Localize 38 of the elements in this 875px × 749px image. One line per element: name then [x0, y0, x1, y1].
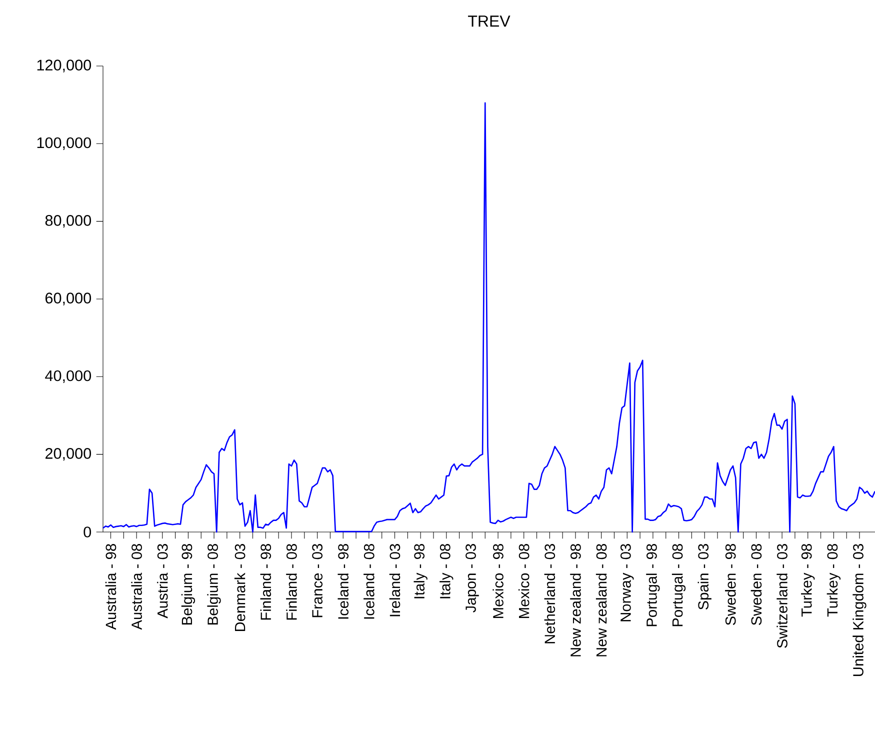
y-tick-label: 20,000 [46, 448, 92, 461]
x-tick-label: France - 03 [312, 544, 322, 618]
x-tick-label: Finland - 98 [260, 544, 272, 620]
x-tick-label: New zealand - 98 [570, 544, 581, 656]
x-tick-label: Sweden - 98 [725, 544, 736, 626]
x-tick-label: Belgium - 08 [207, 544, 221, 624]
x-tick-label: United Kingdom - 03 [852, 544, 866, 676]
x-tick-label: Australia - 98 [105, 544, 116, 630]
x-tick-label: Ireland - 03 [389, 544, 400, 616]
x-tick-label: Portugal - 08 [672, 544, 686, 626]
y-tick-label: 120,000 [37, 60, 92, 72]
y-tick-label: 60,000 [46, 292, 92, 306]
x-tick-label: Netherland - 03 [544, 544, 556, 644]
x-tick-label: Belgium - 98 [181, 544, 196, 624]
x-tick-label: Turkey - 08 [826, 544, 841, 617]
x-tick-label: Denmark - 03 [234, 544, 246, 631]
x-tick-label: Sweden - 08 [750, 544, 762, 626]
x-tick-label: Turkey - 98 [801, 544, 815, 617]
x-tick-label: Japon - 03 [466, 544, 479, 612]
x-tick-label: Finland - 08 [286, 544, 297, 620]
x-tick-label: Austria - 03 [157, 544, 168, 618]
x-tick-label: Italy - 98 [414, 544, 428, 598]
x-tick-label: Portugal - 98 [646, 544, 660, 626]
x-tick-label: Norway - 03 [620, 544, 634, 622]
y-tick-label: 100,000 [37, 137, 92, 150]
x-tick-label: Mexico - 08 [518, 544, 530, 618]
x-tick-label: Italy - 08 [440, 544, 454, 598]
y-tick-label: 80,000 [45, 214, 92, 228]
x-tick-label: Iceland - 98 [338, 544, 349, 619]
x-tick-label: Iceland - 08 [364, 544, 374, 619]
y-tick-label: 0 [84, 526, 92, 538]
chart-title: TREV [468, 16, 510, 27]
y-tick-label: 40,000 [45, 370, 92, 383]
x-tick-label: Spain - 03 [698, 544, 712, 610]
x-tick-label: Switzerland - 03 [776, 544, 788, 648]
x-tick-label: Mexico - 98 [492, 544, 504, 618]
x-tick-label: Australia - 08 [131, 544, 142, 630]
x-tick-label: New zealand - 08 [596, 544, 607, 656]
